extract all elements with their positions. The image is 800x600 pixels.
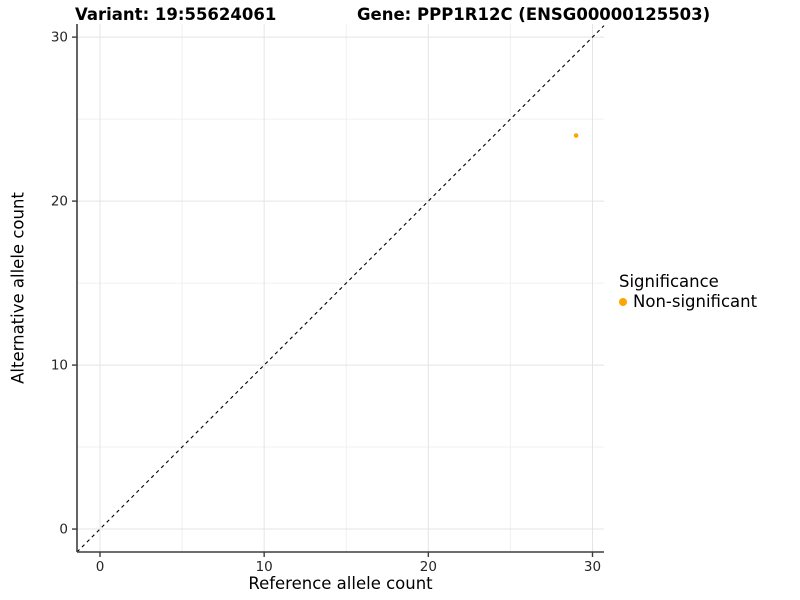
legend-item-non-significant: Non-significant: [619, 292, 757, 312]
x-tick-label: 10: [256, 559, 273, 575]
identity-line: [76, 25, 605, 553]
legend: Significance Non-significant: [619, 272, 757, 312]
plot-title-gene: Gene: PPP1R12C (ENSG00000125503): [357, 5, 711, 24]
y-tick-label: 30: [51, 30, 68, 46]
y-tick-label: 0: [59, 522, 68, 538]
y-tick-label: 20: [51, 194, 68, 210]
x-tick-label: 30: [584, 559, 601, 575]
legend-title: Significance: [619, 272, 719, 291]
x-tick-label: 20: [420, 559, 437, 575]
x-axis-label: Reference allele count: [248, 574, 433, 593]
y-tick-label: 10: [51, 358, 68, 374]
y-axis-label: Alternative allele count: [8, 192, 28, 384]
plot-title-variant: Variant: 19:55624061: [75, 5, 277, 24]
x-tick-label: 0: [96, 559, 105, 575]
data-point: [573, 133, 579, 138]
legend-key-dot-icon: [619, 298, 627, 306]
legend-item-label: Non-significant: [633, 292, 758, 311]
